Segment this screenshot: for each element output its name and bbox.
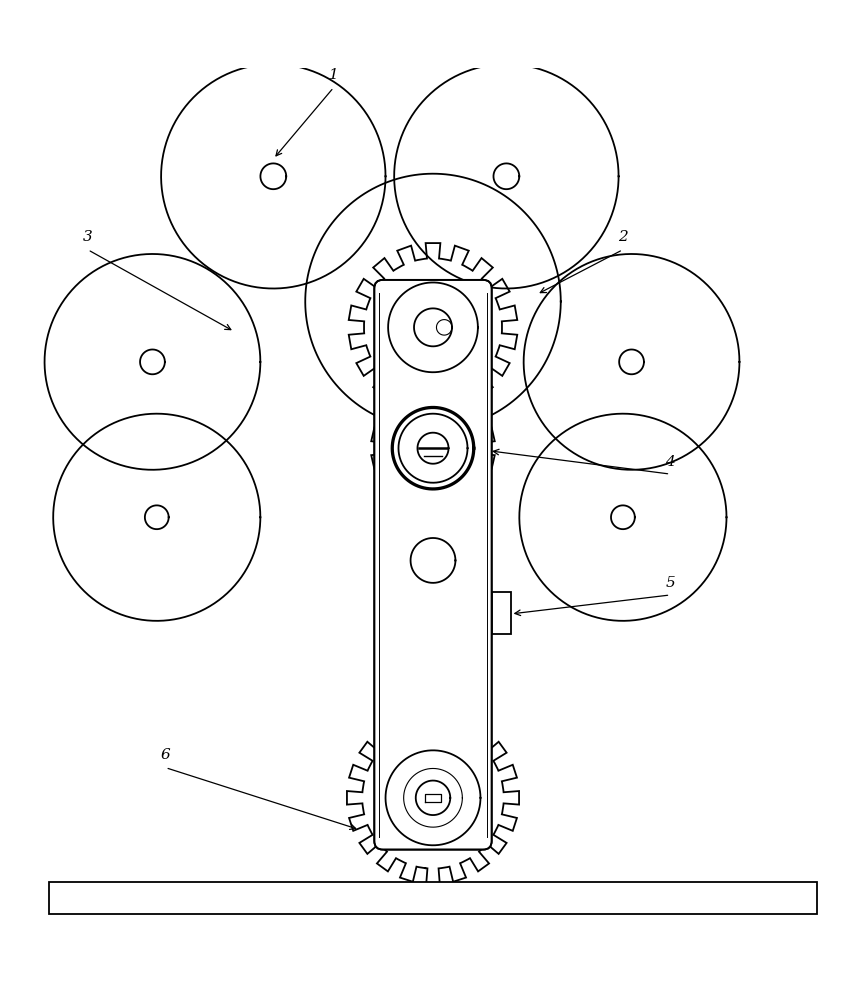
Text: 5: 5: [665, 576, 675, 590]
Text: 4: 4: [665, 455, 675, 469]
Text: 6: 6: [160, 748, 171, 762]
Text: 1: 1: [329, 68, 339, 82]
Bar: [492, 592, 511, 634]
FancyBboxPatch shape: [374, 280, 492, 850]
Bar: [48, 882, 818, 914]
Text: 2: 2: [618, 230, 628, 244]
Text: 3: 3: [83, 230, 93, 244]
